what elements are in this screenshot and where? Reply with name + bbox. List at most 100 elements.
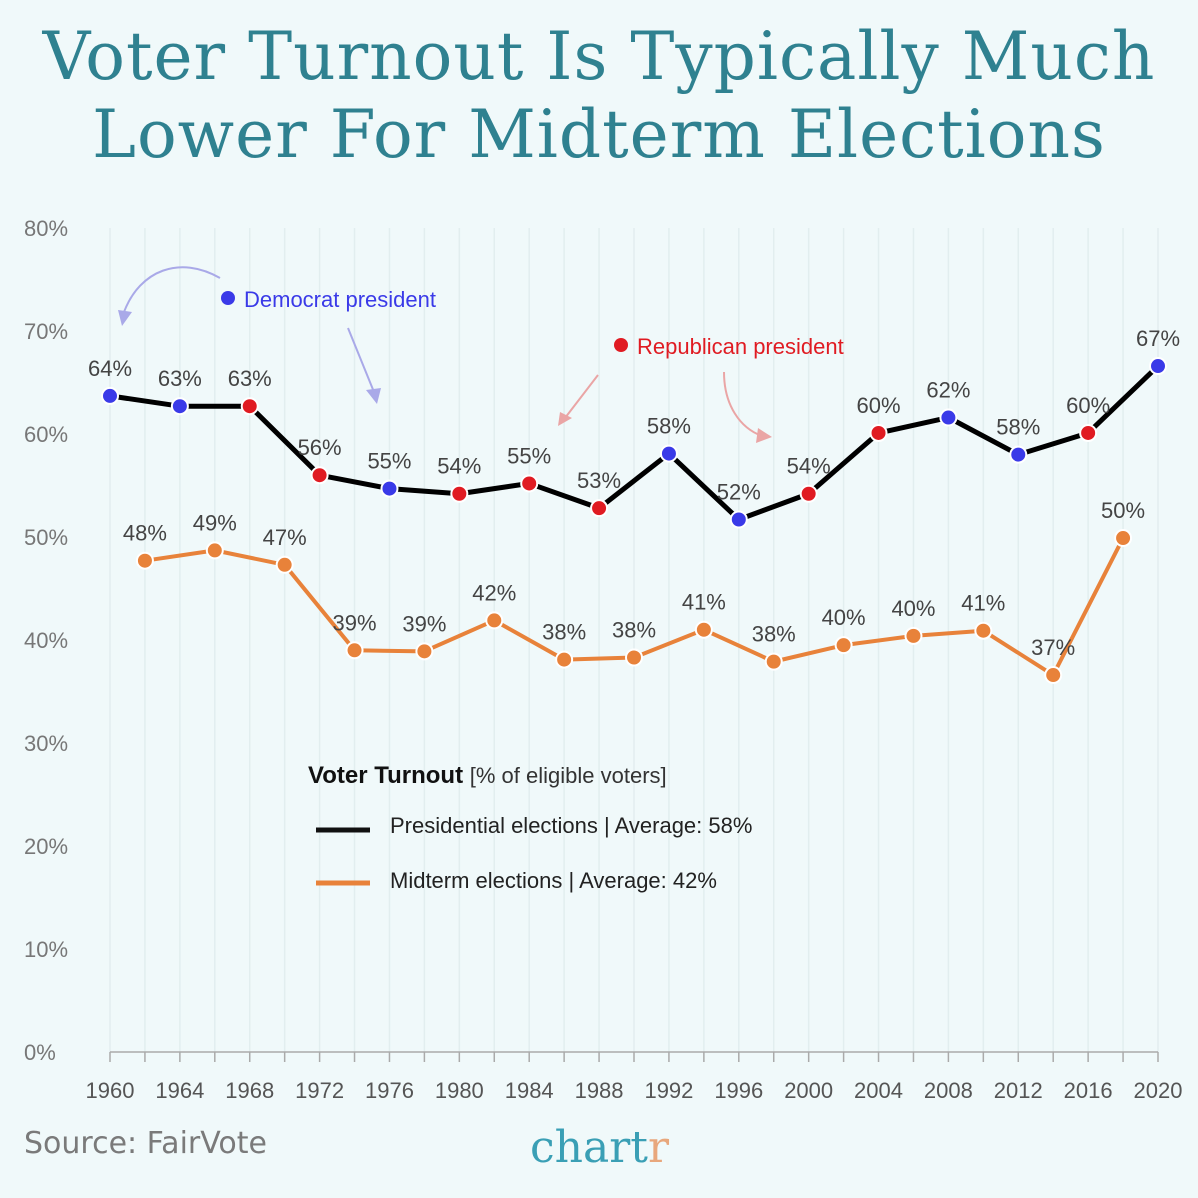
midterm-point: [345, 641, 364, 660]
presidential-data-label: 53%: [577, 468, 621, 493]
democrat-label: Democrat president: [244, 287, 436, 312]
presidential-point: [659, 444, 678, 463]
midterm-data-label: 49%: [193, 510, 237, 535]
series: 64% 63% 63% 56% 55% 54% 55% 53% 58% 52% 54% 60% 62% 5…: [88, 326, 1180, 685]
legend-label-midterm: Midterm elections | Average: 42%: [390, 868, 717, 893]
x-tick-label: 1988: [575, 1078, 624, 1103]
presidential-data-label: 55%: [367, 449, 411, 474]
democrat-legend-dot: [221, 291, 235, 305]
midterm-point: [1044, 666, 1063, 685]
presidential-data-label: 56%: [298, 435, 342, 460]
presidential-point: [799, 484, 818, 503]
midterm-data-label: 39%: [402, 611, 446, 636]
source-note: Source: FairVote: [24, 1126, 268, 1161]
x-axis: 1960 1964 1968 1972 1976 1980 1984 1988 1992 1996…: [86, 1051, 1183, 1103]
y-tick-label: 50%: [24, 525, 68, 550]
presidential-line: [109, 364, 1160, 522]
presidential-point: [310, 466, 329, 485]
midterm-data-label: 38%: [612, 618, 656, 643]
y-tick-label: 20%: [24, 834, 68, 859]
midterm-point: [415, 642, 434, 661]
presidential-point: [240, 397, 259, 416]
midterm-point: [485, 611, 504, 630]
midterm-point: [135, 551, 154, 570]
midterm-data-label: 47%: [263, 525, 307, 550]
midterm-point: [1114, 529, 1133, 548]
presidential-point: [869, 423, 888, 442]
presidential-data-label: 54%: [437, 454, 481, 479]
x-tick-label: 1976: [365, 1078, 414, 1103]
presidential-data-label: 52%: [717, 479, 761, 504]
presidential-point: [1009, 445, 1028, 464]
midterm-point: [904, 626, 923, 645]
presidential-data-label: 60%: [1066, 393, 1110, 418]
title-line-1: Voter Turnout Is Typically Much: [42, 18, 1156, 95]
x-tick-label: 1964: [155, 1078, 204, 1103]
republican-arrowhead-right: [756, 428, 772, 443]
midterm-point: [625, 648, 643, 667]
midterm-point: [694, 620, 713, 639]
republican-arrowhead-left: [558, 412, 572, 426]
presidential-data-label: 64%: [88, 356, 132, 381]
midterm-data-label: 50%: [1101, 498, 1145, 523]
presidential-data-label: 60%: [857, 393, 901, 418]
y-axis: 0% 10% 20% 30% 40% 50% 60% 70% 80%: [24, 216, 68, 1065]
presidential-point: [450, 484, 469, 503]
midterm-data-label: 48%: [123, 521, 167, 546]
chart-title: Voter Turnout Is Typically Much Lower For…: [0, 18, 1198, 174]
midterm-data-label: 41%: [682, 590, 726, 615]
presidential-data-label: 55%: [507, 443, 551, 468]
midterm-data-label: 40%: [822, 605, 866, 630]
x-tick-label: 2016: [1064, 1078, 1113, 1103]
midterm-data-label: 38%: [752, 622, 796, 647]
x-tick-label: 2012: [994, 1078, 1043, 1103]
x-tick-label: 1968: [225, 1078, 274, 1103]
democrat-arrow-right: [347, 327, 375, 393]
republican-legend-dot: [614, 338, 628, 352]
presidential-data-label: 58%: [647, 414, 691, 439]
midterm-point: [834, 636, 853, 655]
logo-accent: r: [647, 1122, 669, 1173]
midterm-point: [205, 541, 224, 560]
y-tick-label: 40%: [24, 628, 68, 653]
presidential-point: [520, 474, 539, 493]
presidential-point: [939, 408, 958, 427]
x-tick-label: 1992: [644, 1078, 693, 1103]
democrat-arrowhead-right: [366, 388, 381, 404]
presidential-data-label: 63%: [158, 366, 202, 391]
x-tick-label: 2020: [1134, 1078, 1183, 1103]
legend: Voter Turnout [% of eligible voters] Pre…: [308, 762, 752, 893]
midterm-data-label: 37%: [1031, 635, 1075, 660]
presidential-point: [170, 397, 189, 416]
midterm-data-label: 38%: [542, 620, 586, 645]
x-tick-label: 1960: [86, 1078, 135, 1103]
y-tick-label: 70%: [24, 319, 68, 344]
presidential-data-label: 62%: [926, 378, 970, 403]
presidential-point: [380, 479, 399, 498]
democrat-arrowhead-left: [118, 310, 132, 326]
presidential-data-label: 58%: [996, 415, 1040, 440]
x-tick-label: 1984: [505, 1078, 554, 1103]
y-tick-label: 30%: [24, 731, 68, 756]
legend-label-presidential: Presidential elections | Average: 58%: [390, 813, 752, 838]
legend-title: Voter Turnout [% of eligible voters]: [308, 762, 667, 789]
presidential-data-label: 63%: [228, 366, 272, 391]
title-line-2: Lower For Midterm Elections: [92, 96, 1106, 173]
midterm-point: [974, 621, 993, 640]
x-tick-label: 2008: [924, 1078, 973, 1103]
midterm-data-label: 39%: [333, 610, 377, 635]
midterm-point: [764, 652, 783, 671]
x-tick-label: 1996: [714, 1078, 763, 1103]
gridlines: [109, 228, 1159, 1052]
midterm-data-label: 42%: [472, 580, 516, 605]
republican-label: Republican president: [637, 334, 844, 359]
presidential-point: [1149, 357, 1167, 376]
logo-main: chart: [530, 1122, 648, 1173]
y-tick-label: 10%: [24, 937, 68, 962]
midterm-point: [555, 650, 574, 669]
chartr-logo: chartr: [530, 1122, 669, 1173]
presidential-point: [590, 499, 609, 518]
annotations: Democrat president Republican president: [118, 266, 844, 443]
x-tick-label: 1980: [435, 1078, 484, 1103]
